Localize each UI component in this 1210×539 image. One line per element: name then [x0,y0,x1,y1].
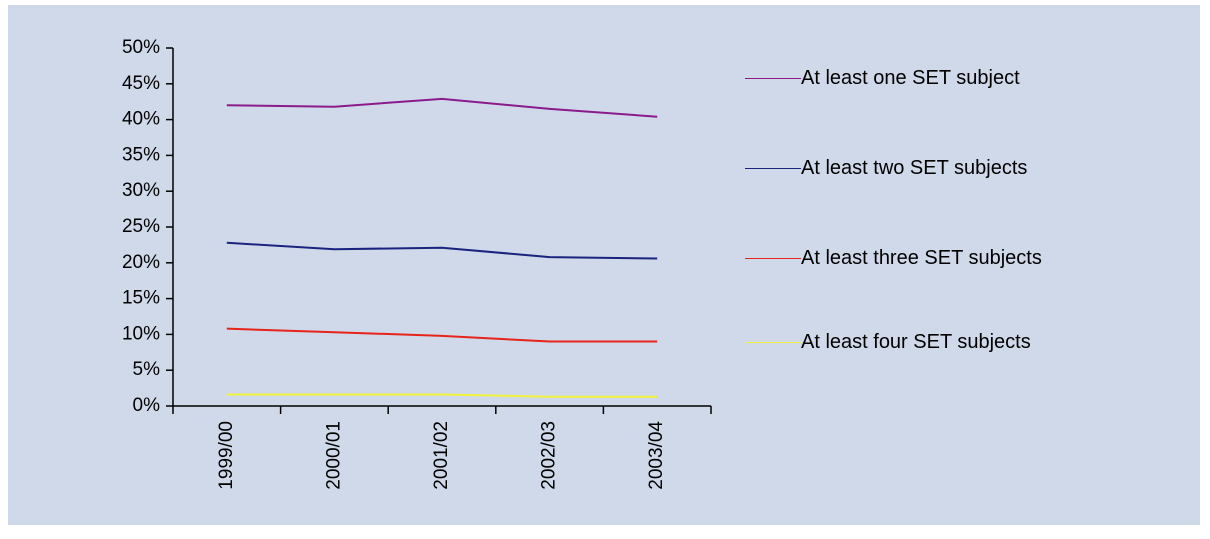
legend-item: At least two SET subjects [745,154,1135,182]
series-line [226,241,658,260]
series-line [226,393,658,398]
y-tick-label: 10% [122,323,160,344]
y-tick-label: 20% [122,252,160,273]
y-tick-label: 40% [122,109,160,130]
y-tick-label: 0% [133,395,161,416]
legend-swatch [745,168,801,169]
x-tick-label: 1999/00 [216,421,237,490]
legend-swatch [745,342,801,343]
legend-label: At least two SET subjects [801,157,1028,179]
y-tick-label: 5% [133,359,161,380]
x-tick-label: 2003/04 [646,421,667,490]
x-tick-label: 2000/01 [323,421,344,490]
chart-panel [8,5,1200,525]
legend-swatch [745,78,801,79]
legend-label: At least three SET subjects [801,247,1042,269]
x-tick-label: 2002/03 [539,421,560,490]
x-tick-label: 2001/02 [431,421,452,490]
legend-label: At least four SET subjects [801,331,1031,353]
legend-label: At least one SET subject [801,67,1020,89]
legend-item: At least three SET subjects [745,244,1135,272]
series-line [226,97,658,118]
y-tick-label: 45% [122,73,160,94]
y-tick-label: 15% [122,288,160,309]
y-tick-label: 30% [122,180,160,201]
y-tick-label: 50% [122,37,160,58]
series-line [226,327,658,343]
y-tick-label: 25% [122,216,160,237]
y-tick-label: 35% [122,144,160,165]
legend-item: At least four SET subjects [745,328,1135,356]
legend-swatch [745,258,801,259]
legend-item: At least one SET subject [745,64,1135,92]
